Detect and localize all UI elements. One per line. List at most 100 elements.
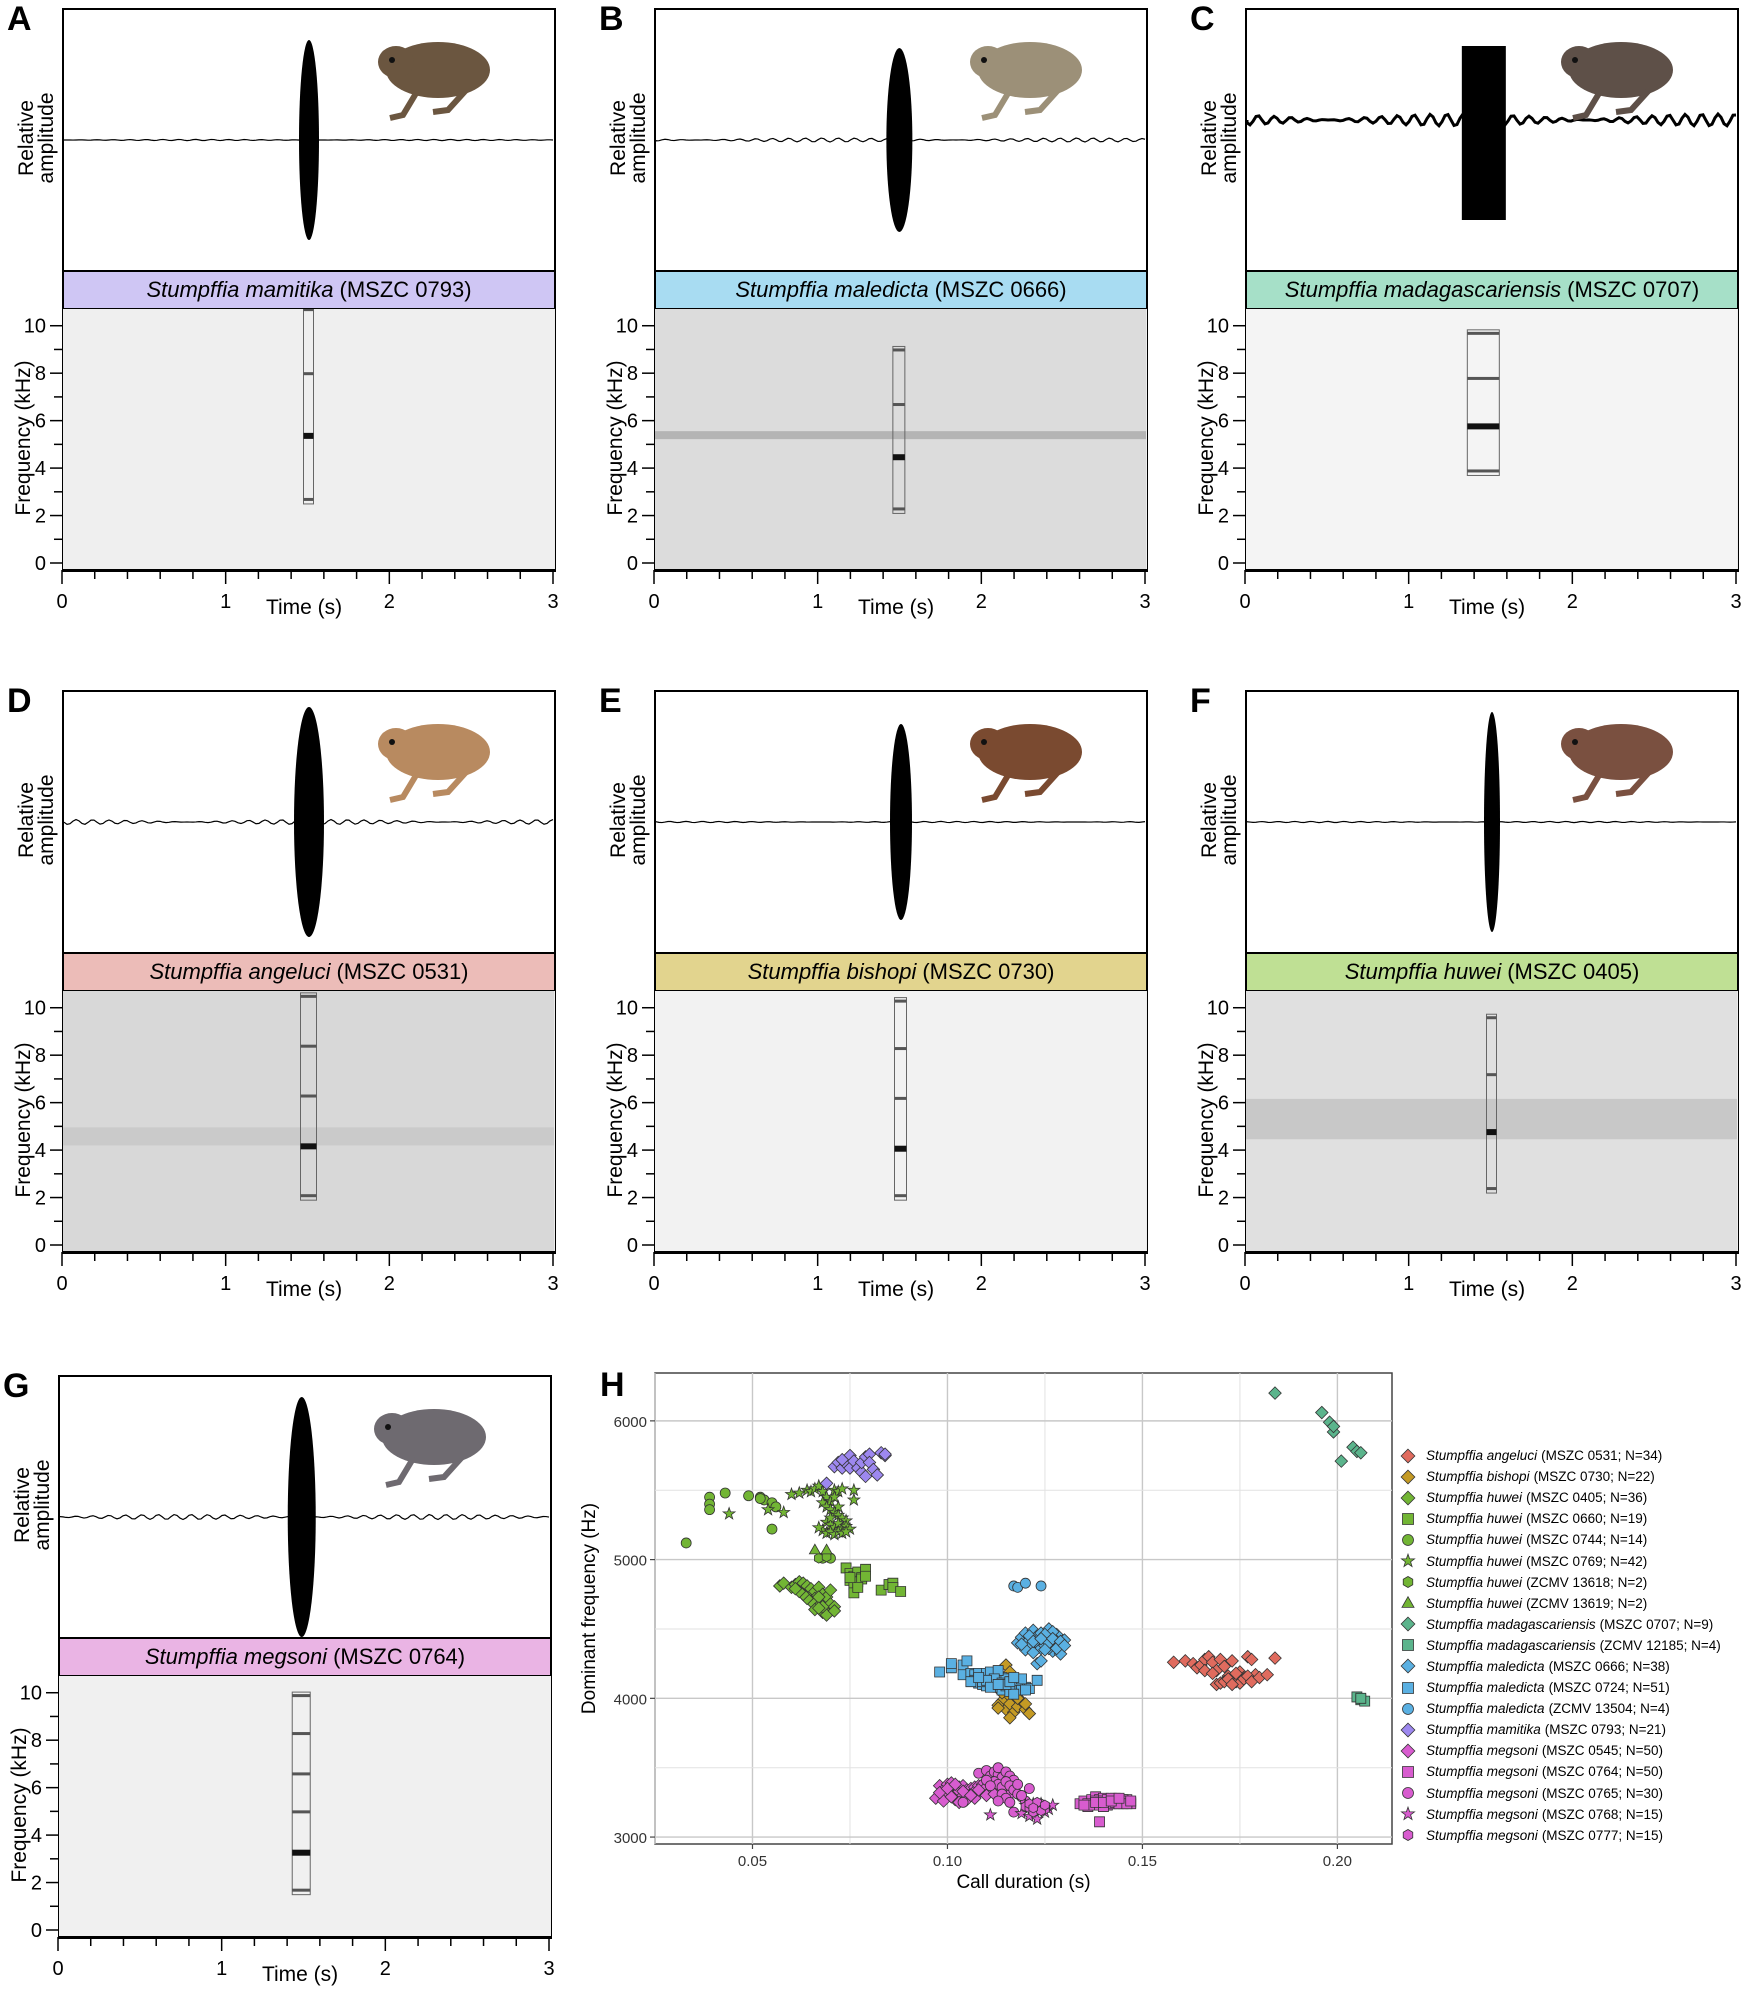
legend-symbol-square <box>1402 1639 1414 1652</box>
legend-item: Stumpffia megsoni (MSZC 0764; N=50) <box>1400 1761 1721 1782</box>
data-point <box>1040 1799 1050 1811</box>
voucher-id: (MSZC 0405) <box>1507 959 1640 984</box>
x-tick-label: 2 <box>384 1273 395 1295</box>
spectrogram-axes: 0 2 4 6 8 10 0 1 2 3 Time (s) <box>616 316 1151 619</box>
y-tick-label: 2 <box>627 1188 638 1210</box>
y-tick-label: 2 <box>31 1873 42 1895</box>
legend-item: Stumpffia bishopi (MSZC 0730; N=22) <box>1400 1466 1721 1487</box>
data-point <box>1020 1684 1031 1696</box>
harmonic-band <box>300 1143 317 1150</box>
data-point <box>776 1504 791 1519</box>
data-point <box>704 1504 715 1516</box>
spectrogram-d <box>62 990 556 1254</box>
call-outline <box>1486 1013 1497 1194</box>
spectrogram-axes: 0 2 4 6 8 10 0 1 2 3 Time (s) <box>20 1683 555 1986</box>
data-point <box>1260 1667 1275 1682</box>
legend-symbol-square <box>1402 1766 1414 1778</box>
harmonic-band <box>300 1094 317 1098</box>
legend-species: Stumpffia megsoni <box>1426 1827 1538 1843</box>
x-axis-label: Time (s) <box>262 1963 338 1986</box>
data-point <box>984 1780 996 1792</box>
harmonic-band <box>292 1810 311 1814</box>
species-label-e: Stumpffia bishopi (MSZC 0730) <box>654 952 1148 992</box>
data-point <box>1125 1795 1137 1807</box>
data-point <box>1355 1692 1367 1704</box>
y-tick-label: 10 <box>616 316 638 338</box>
waveform-c <box>1245 8 1739 272</box>
x-tick-label: 0 <box>648 1273 659 1295</box>
data-point <box>815 1484 830 1498</box>
x-tick-label: 1 <box>220 1273 231 1295</box>
legend-symbol-diamond <box>1400 1490 1416 1506</box>
plot-frame <box>654 1372 1393 1845</box>
legend-voucher: (MSZC 0405; N=36) <box>1526 1490 1648 1506</box>
x-tick-label: 2 <box>380 1958 391 1980</box>
y-tick-label: 2 <box>1218 506 1229 528</box>
x-axis-label: Time (s) <box>266 596 342 619</box>
x-axis-label: Time (s) <box>1449 1278 1525 1301</box>
y-tick-label: 6 <box>35 411 46 433</box>
legend-symbol-triangle <box>1401 1596 1415 1609</box>
spectrogram-background <box>1246 309 1738 571</box>
legend-species: Stumpffia maledicta <box>1426 1680 1545 1696</box>
data-point <box>831 1499 846 1513</box>
x-axis-label: Time (s) <box>858 1278 934 1301</box>
legend-item: Stumpffia huwei (ZCMV 13618; N=2) <box>1400 1572 1721 1593</box>
legend-item: Stumpffia megsoni (MSZC 0777; N=15) <box>1400 1825 1721 1846</box>
y-tick-label: 8 <box>31 1730 42 1752</box>
legend-symbol-diamond <box>1400 1659 1416 1674</box>
legend-species: Stumpffia huwei <box>1426 1490 1523 1506</box>
harmonic-band <box>894 1096 907 1100</box>
harmonic-band <box>292 1849 311 1856</box>
spectrogram-f <box>1245 990 1739 1254</box>
series-18 <box>1020 1796 1050 1818</box>
data-point <box>792 1485 807 1500</box>
harmonic-band <box>892 507 905 511</box>
data-point <box>992 1665 1004 1676</box>
call-outline <box>1466 329 1500 476</box>
legend-voucher: (ZCMV 13619; N=2) <box>1526 1595 1648 1611</box>
y-tick-label: 6 <box>35 1093 46 1115</box>
data-point <box>819 1476 834 1491</box>
series-16 <box>957 1762 1035 1818</box>
harmonic-band <box>1486 1073 1497 1077</box>
data-point <box>948 1777 963 1792</box>
legend-marker <box>1402 1766 1414 1778</box>
y-tick-label: 2 <box>1218 1188 1229 1210</box>
harmonic-band <box>894 1145 907 1152</box>
legend-symbol-circle <box>1402 1787 1414 1799</box>
x-tick-label: 3 <box>1139 591 1150 613</box>
series-11 <box>934 1655 1043 1700</box>
legend-species: Stumpffia angeluci <box>1426 1448 1538 1464</box>
species-name: Stumpffia huwei <box>1344 959 1502 984</box>
legend-voucher: (MSZC 0793; N=21) <box>1544 1722 1666 1738</box>
legend-symbol-diamond <box>1400 1743 1416 1759</box>
y-tick-label: 4 <box>35 458 46 480</box>
spectrogram-axes: 0 2 4 6 8 10 0 1 2 3 Time (s) <box>1207 998 1742 1301</box>
call-outline <box>303 309 314 505</box>
series-2 <box>772 1574 842 1622</box>
data-point <box>1031 1674 1043 1686</box>
data-point <box>844 1572 856 1584</box>
x-tick-label: 1 <box>812 1273 823 1295</box>
legend-voucher: (MSZC 0765; N=30) <box>1541 1785 1663 1801</box>
data-point <box>1057 1638 1072 1653</box>
x-tick-label: 0 <box>1239 1273 1250 1295</box>
x-tick-label: 2 <box>976 591 987 613</box>
y-tick-label: 8 <box>1218 1045 1229 1067</box>
legend-item: Stumpffia madagascariensis (ZCMV 12185; N… <box>1400 1635 1721 1656</box>
data-point <box>1217 1659 1232 1674</box>
legend-species: Stumpffia huwei <box>1426 1595 1523 1611</box>
legend-marker <box>1400 1616 1416 1632</box>
legend-species: Stumpffia mamitika <box>1426 1722 1541 1738</box>
data-point <box>1018 1697 1033 1711</box>
legend-item: Stumpffia huwei (MSZC 0660; N=19) <box>1400 1508 1721 1529</box>
data-point <box>1014 1637 1029 1652</box>
y-tick-label: 10 <box>1207 316 1229 338</box>
data-point <box>1113 1792 1125 1804</box>
harmonic-band <box>1467 469 1500 473</box>
data-point <box>1034 1631 1048 1646</box>
legend-voucher: (MSZC 0531; N=34) <box>1541 1448 1663 1464</box>
data-point <box>808 1543 822 1555</box>
x-tick-label: 3 <box>543 1958 554 1980</box>
